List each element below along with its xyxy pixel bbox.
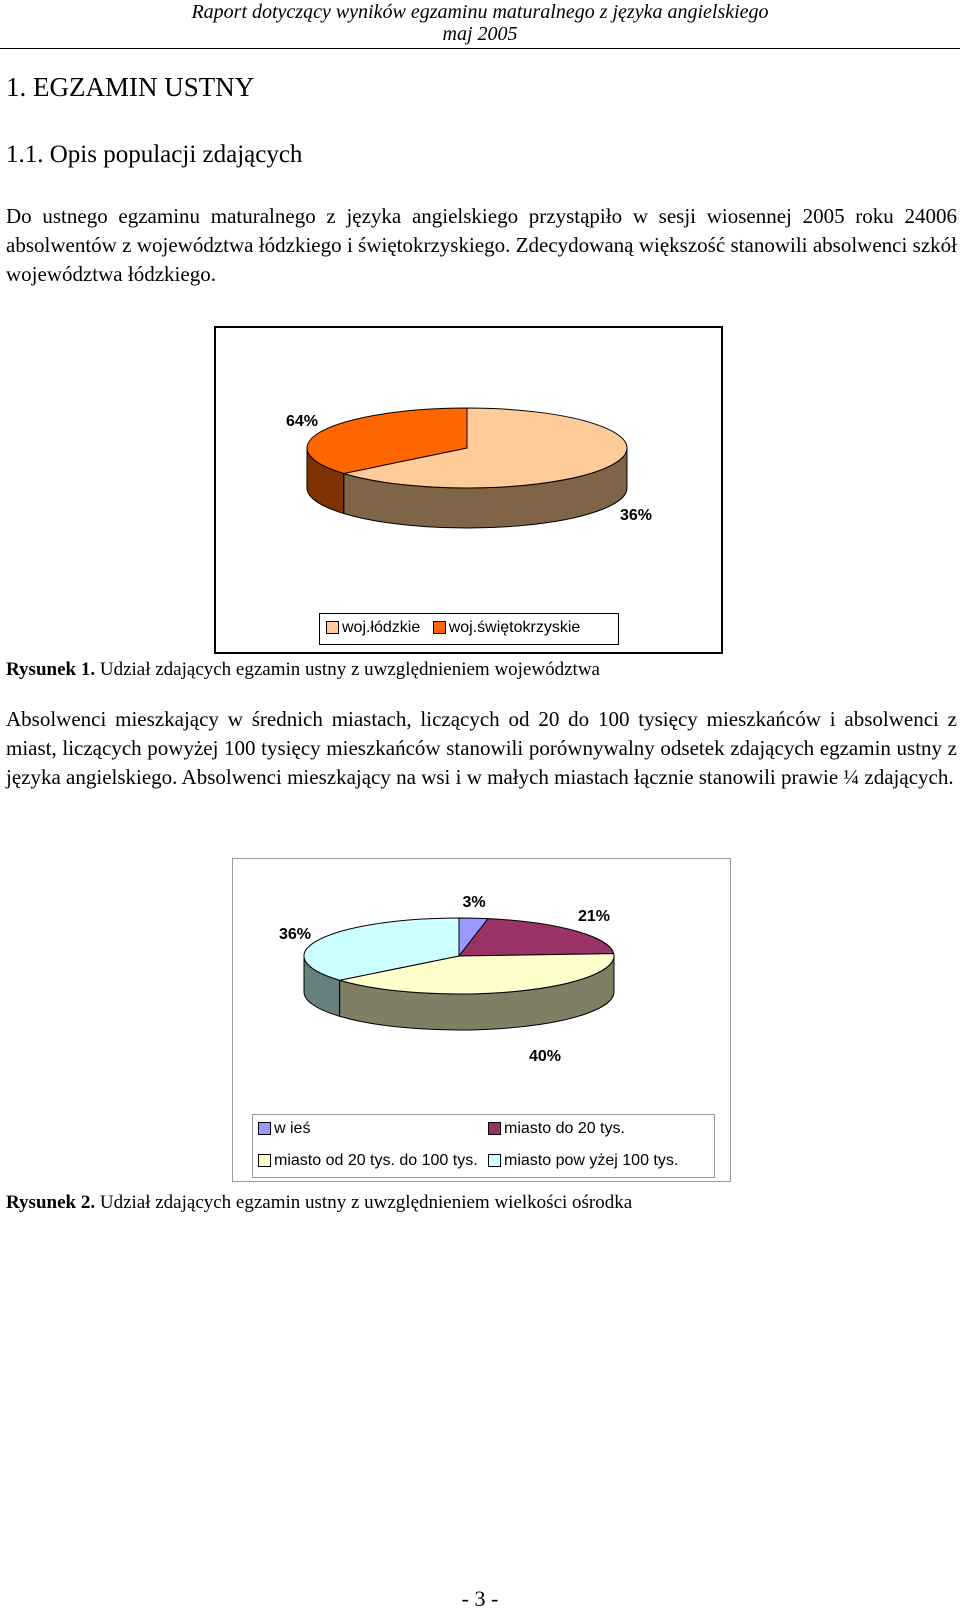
chart2-label-1: 21% bbox=[578, 908, 610, 925]
legend-swatch bbox=[488, 1154, 501, 1168]
legend-label: w ieś bbox=[274, 1120, 311, 1137]
legend-swatch bbox=[326, 621, 339, 635]
body-paragraph: Absolwenci mieszkający w średnich miasta… bbox=[6, 707, 957, 789]
chart1: 64% 36% bbox=[286, 407, 652, 529]
page-number: - 3 - bbox=[461, 1586, 499, 1611]
legend-item-lodzkie: woj.łódzkie bbox=[326, 619, 420, 636]
chart2-label-3: 36% bbox=[279, 926, 311, 943]
chart2: 3% 21% 40% 36% bbox=[279, 894, 615, 1065]
chart2-slice-3 bbox=[303, 917, 460, 981]
legend-item-miasto-20-100: miasto od 20 tys. do 100 tys. bbox=[258, 1152, 478, 1170]
caption-label: Rysunek 1. bbox=[6, 659, 96, 680]
caption-label: Rysunek 2. bbox=[6, 1192, 96, 1213]
legend-item-wies: w ieś bbox=[258, 1120, 310, 1138]
intro-paragraph: Do ustnego egzaminu maturalnego z języka… bbox=[6, 204, 957, 286]
chart1-frame: 64% 36% woj.łódzkie woj.świętokrzyskie bbox=[214, 326, 723, 654]
header-title: Raport dotyczący wyników egzaminu matura… bbox=[191, 1, 769, 23]
caption-text: Udział zdających egzamin ustny z uwzględ… bbox=[95, 659, 600, 680]
legend-swatch bbox=[488, 1122, 501, 1136]
legend-label: woj.łódzkie bbox=[342, 619, 421, 636]
chart1-legend: woj.łódzkie woj.świętokrzyskie bbox=[319, 613, 619, 645]
legend-label: miasto pow yżej 100 tys. bbox=[504, 1152, 679, 1169]
header-date: maj 2005 bbox=[442, 23, 518, 45]
chart2-label-2: 40% bbox=[529, 1048, 561, 1065]
legend-item-swietokrzyskie: woj.świętokrzyskie bbox=[432, 619, 581, 636]
chart1-slice-1 bbox=[306, 407, 468, 475]
chart2-slice-2 bbox=[339, 953, 615, 995]
chart1-slice-0 bbox=[343, 407, 628, 489]
figure2-caption: Rysunek 2. Udział zdających egzamin ustn… bbox=[6, 1192, 632, 1214]
page-header: Raport dotyczący wyników egzaminu matura… bbox=[0, 0, 960, 49]
subsection-heading: 1.1. Opis populacji zdających bbox=[6, 141, 303, 168]
chart2-frame: 3% 21% 40% 36% w ieś miasto do 20 tys. mias… bbox=[232, 858, 731, 1182]
caption-text: Udział zdających egzamin ustny z uwzględ… bbox=[95, 1192, 633, 1213]
chart2-legend: w ieś miasto do 20 tys. miasto od 20 tys… bbox=[252, 1114, 715, 1178]
legend-label: woj.świętokrzyskie bbox=[448, 619, 581, 636]
legend-label: miasto od 20 tys. do 100 tys. bbox=[274, 1152, 478, 1169]
legend-swatch bbox=[258, 1154, 271, 1168]
section-heading: 1. EGZAMIN USTNY bbox=[6, 72, 255, 102]
legend-item-miasto-pow-100: miasto pow yżej 100 tys. bbox=[488, 1152, 678, 1170]
chart1-label-1: 36% bbox=[620, 507, 652, 524]
chart2-slice-1 bbox=[457, 918, 615, 957]
chart1-label-0: 64% bbox=[286, 413, 318, 430]
legend-swatch bbox=[258, 1122, 271, 1136]
figure1-caption: Rysunek 1. Udział zdających egzamin ustn… bbox=[6, 659, 600, 681]
legend-item-miasto-do-20: miasto do 20 tys. bbox=[488, 1120, 625, 1138]
chart2-label-0: 3% bbox=[462, 894, 485, 911]
legend-swatch bbox=[432, 621, 446, 635]
legend-label: miasto do 20 tys. bbox=[504, 1120, 625, 1137]
